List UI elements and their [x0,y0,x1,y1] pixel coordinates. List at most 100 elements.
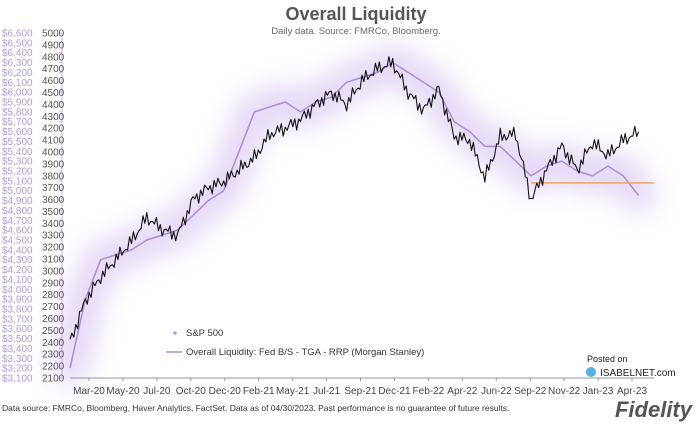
footer-note: Data source: FMRCo, Bloomberg, Haver Ana… [2,403,509,413]
left-tick-label: $4,600 [2,226,33,237]
right-tick-label: 4500 [42,88,65,99]
right-tick-label: 4600 [42,76,65,87]
legend-sp500-label: S&P 500 [186,328,223,339]
right-tick-label: 2100 [42,374,65,385]
series-liquidity-line [69,61,640,369]
left-tick-label: $5,800 [2,107,33,118]
left-tick-label: $6,500 [2,38,33,49]
right-tick-label: 2200 [42,362,65,373]
fidelity-logo: Fidelity [615,397,694,422]
right-tick-label: 2300 [42,350,65,361]
right-tick-label: 5000 [42,29,65,40]
right-tick-label: 4300 [42,112,65,123]
x-tick-label: Mar-20 [73,386,105,397]
left-tick-label: $3,100 [2,374,33,385]
left-tick-label: $4,700 [2,216,33,227]
x-tick-label: Sep-21 [344,386,377,397]
left-tick-label: $5,700 [2,117,33,128]
chart-axes [61,33,654,379]
left-tick-label: $5,500 [2,137,33,148]
x-tick-label: May-20 [106,386,140,397]
left-tick-label: $6,600 [2,29,33,40]
right-tick-label: 3600 [42,195,65,206]
right-tick-label: 2900 [42,278,65,289]
x-tick-label: Jun-22 [481,386,512,397]
liquidity-glow-area [53,45,656,386]
left-tick-label: $3,900 [2,295,33,306]
x-axis-ticks: Mar-20 May-20 Jul-20 Oct-20 Dec-20 Feb-21 May-… [73,378,647,397]
left-tick-label: $3,700 [2,314,33,325]
left-tick-label: $4,000 [2,285,33,296]
legend: S&P 500 Overall Liquidity: Fed B/S - TGA… [166,328,424,358]
right-tick-label: 3100 [42,255,65,266]
chart-subtitle: Daily data. Source: FMRCo, Bloomberg. [271,26,440,37]
x-tick-label: Feb-22 [413,386,445,397]
left-tick-label: $5,000 [2,186,33,197]
isabelnet-watermark: Posted on ISABELNET.com [586,354,676,379]
x-tick-label: May-21 [276,386,310,397]
left-tick-label: $5,300 [2,157,33,168]
left-tick-label: $3,200 [2,364,33,375]
right-tick-label: 3200 [42,243,65,254]
right-tick-label: 3800 [42,171,65,182]
right-tick-label: 4200 [42,124,65,135]
right-tick-label: 3500 [42,207,65,218]
legend-liquidity-label: Overall Liquidity: Fed B/S - TGA - RRP (… [186,347,424,358]
x-tick-label: Sep-22 [514,386,547,397]
series-sp500-line [69,56,640,340]
left-tick-label: $5,100 [2,176,33,187]
left-tick-label: $4,200 [2,265,33,276]
x-tick-label: Apr-23 [617,386,647,397]
x-tick-label: Dec-21 [378,386,411,397]
left-tick-label: $5,200 [2,167,33,178]
legend-sp500-marker [173,331,177,335]
x-tick-label: Apr-22 [447,386,477,397]
x-tick-label: Jan-23 [583,386,614,397]
watermark-site-label: ISABELNET.com [600,368,676,379]
left-tick-label: $6,400 [2,48,33,59]
left-tick-label: $3,400 [2,344,33,355]
right-tick-label: 4700 [42,64,65,75]
x-tick-label: Jul-20 [143,386,171,397]
globe-icon [586,367,596,377]
right-axis-ticks: 2100220023002400250026002700280029003000… [42,29,65,385]
left-tick-label: $3,500 [2,334,33,345]
right-tick-label: 3000 [42,266,65,277]
left-tick-label: $5,600 [2,127,33,138]
left-tick-label: $5,900 [2,98,33,109]
left-tick-label: $4,100 [2,275,33,286]
right-tick-label: 4400 [42,100,65,111]
glow-path [53,45,656,386]
left-tick-label: $3,300 [2,354,33,365]
chart-title: Overall Liquidity [285,4,426,24]
x-tick-label: Dec-20 [209,386,242,397]
left-tick-label: $6,200 [2,68,33,79]
left-tick-label: $4,800 [2,206,33,217]
right-tick-label: 4000 [42,147,65,158]
right-tick-label: 2400 [42,338,65,349]
left-tick-label: $6,100 [2,78,33,89]
right-tick-label: 3700 [42,183,65,194]
right-tick-label: 2500 [42,326,65,337]
right-tick-label: 2700 [42,302,65,313]
left-tick-label: $4,400 [2,245,33,256]
left-tick-label: $4,900 [2,196,33,207]
x-tick-label: Oct-20 [176,386,206,397]
right-tick-label: 2600 [42,314,65,325]
right-tick-label: 3900 [42,159,65,170]
left-tick-label: $4,300 [2,255,33,266]
left-tick-label: $3,800 [2,305,33,316]
right-tick-label: 3300 [42,231,65,242]
right-tick-label: 2800 [42,290,65,301]
x-tick-label: Feb-21 [243,386,275,397]
x-tick-label: Jul-21 [313,386,341,397]
left-tick-label: $5,400 [2,147,33,158]
right-tick-label: 4100 [42,136,65,147]
right-tick-label: 4900 [42,40,65,51]
left-tick-label: $6,000 [2,88,33,99]
series-layer [69,56,654,369]
left-axis-ticks: $3,100$3,200$3,300$3,400$3,500$3,600$3,7… [2,29,62,385]
left-tick-label: $3,600 [2,324,33,335]
